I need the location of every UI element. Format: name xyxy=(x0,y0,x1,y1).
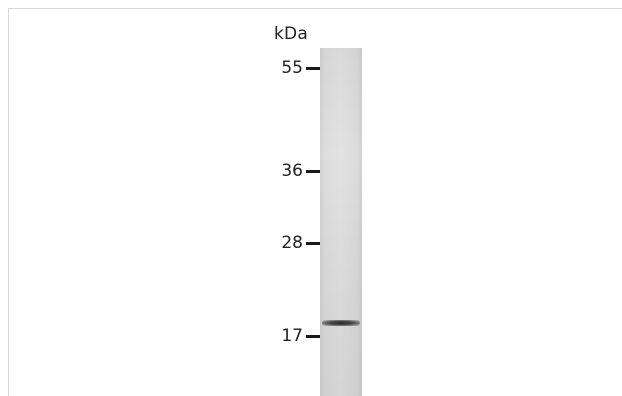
molecular-weight-unit-label: kDa xyxy=(274,24,308,44)
marker-tick-36 xyxy=(306,169,320,173)
marker-tick-55 xyxy=(306,66,320,70)
marker-label-36: 36 xyxy=(281,161,303,181)
marker-36: 36 xyxy=(240,159,320,183)
gel-lane xyxy=(320,48,362,396)
marker-17: 17 xyxy=(240,324,320,348)
protein-band xyxy=(322,320,360,326)
marker-label-17: 17 xyxy=(281,326,303,346)
blot-image-frame xyxy=(8,8,622,396)
marker-label-28: 28 xyxy=(281,233,303,253)
marker-55: 55 xyxy=(240,56,320,80)
marker-label-55: 55 xyxy=(281,58,303,78)
marker-tick-17 xyxy=(306,334,320,338)
marker-28: 28 xyxy=(240,231,320,255)
lane-background-shading xyxy=(320,48,362,396)
marker-tick-28 xyxy=(306,241,320,245)
